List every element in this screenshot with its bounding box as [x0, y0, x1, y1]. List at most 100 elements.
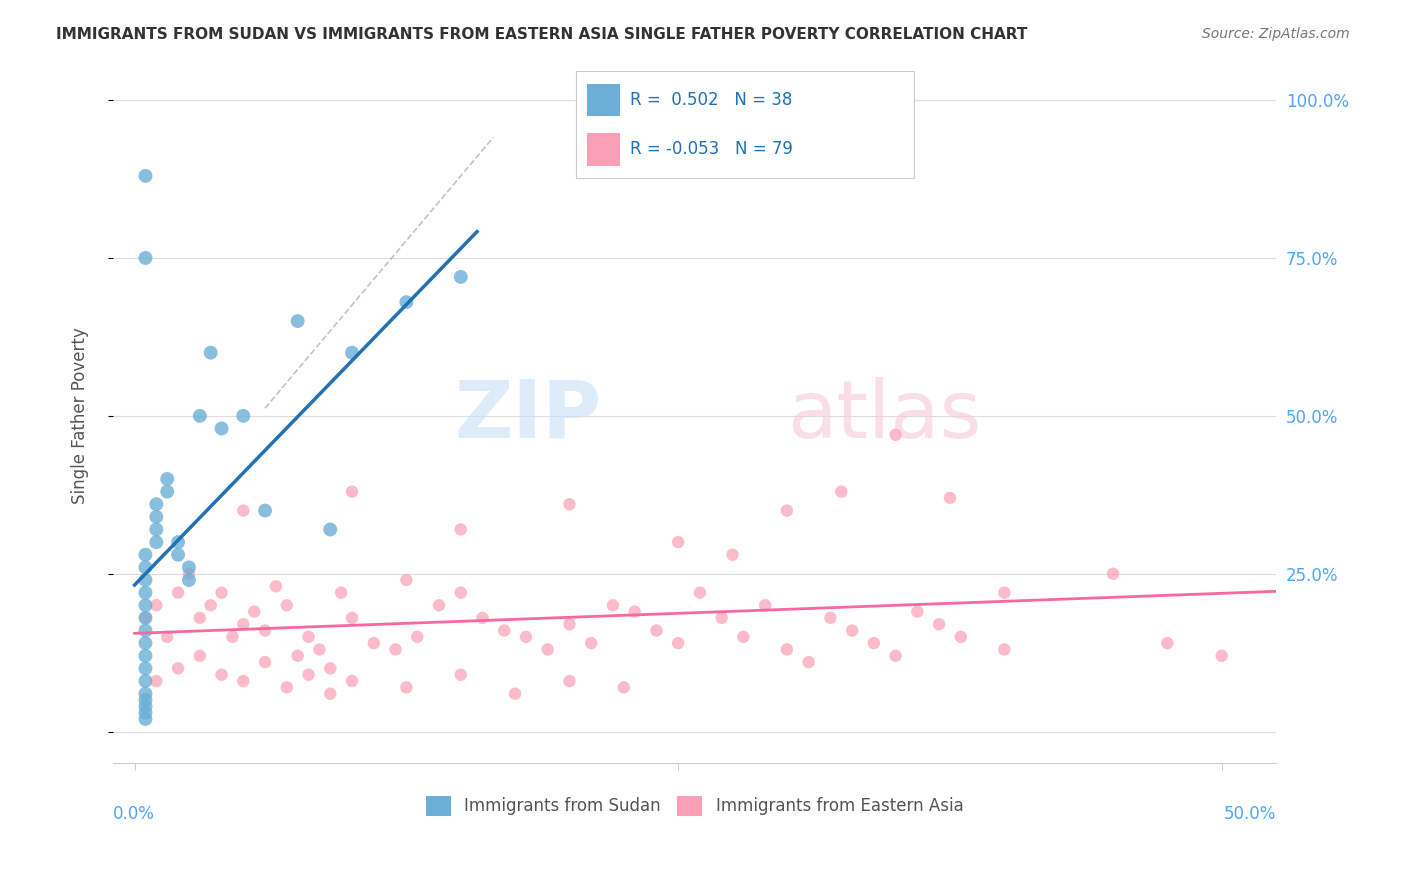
Point — [395, 295, 418, 310]
Point — [863, 636, 886, 650]
Point — [450, 667, 472, 681]
Point — [993, 642, 1015, 657]
Point — [1102, 566, 1125, 581]
Point — [340, 673, 363, 688]
Text: R =  0.502   N = 38: R = 0.502 N = 38 — [630, 91, 793, 109]
Point — [602, 599, 624, 613]
Point — [494, 624, 516, 638]
Point — [689, 585, 711, 599]
Point — [276, 599, 298, 613]
Text: ZIP: ZIP — [454, 376, 602, 455]
Point — [558, 497, 581, 511]
Point — [188, 409, 211, 423]
Point — [884, 427, 907, 442]
Point — [776, 503, 799, 517]
Point — [395, 573, 418, 587]
Point — [134, 706, 156, 720]
Y-axis label: Single Father Poverty: Single Father Poverty — [72, 327, 89, 504]
Point — [1211, 648, 1233, 663]
Point — [340, 611, 363, 625]
Point — [395, 681, 418, 695]
Point — [211, 421, 233, 435]
Point — [733, 630, 755, 644]
Point — [232, 409, 254, 423]
Point — [156, 630, 179, 644]
Point — [134, 687, 156, 701]
Point — [645, 624, 668, 638]
Point — [264, 579, 287, 593]
Point — [177, 573, 200, 587]
Point — [254, 503, 277, 517]
Point — [721, 548, 744, 562]
Point — [200, 345, 222, 359]
Point — [666, 535, 689, 549]
Point — [134, 699, 156, 714]
Point — [1156, 636, 1178, 650]
Point — [450, 523, 472, 537]
Point — [319, 661, 342, 675]
Point — [177, 566, 200, 581]
Point — [340, 484, 363, 499]
Point — [905, 605, 928, 619]
Point — [308, 642, 330, 657]
Point — [145, 523, 167, 537]
Text: atlas: atlas — [787, 376, 981, 455]
Point — [134, 611, 156, 625]
Legend: Immigrants from Sudan, Immigrants from Eastern Asia: Immigrants from Sudan, Immigrants from E… — [418, 788, 972, 824]
Point — [340, 345, 363, 359]
Point — [297, 667, 319, 681]
Point — [134, 169, 156, 183]
Point — [232, 673, 254, 688]
Point — [243, 605, 266, 619]
Point — [254, 624, 277, 638]
Point — [471, 611, 494, 625]
Point — [167, 548, 190, 562]
Point — [928, 617, 950, 632]
Point — [287, 648, 309, 663]
Point — [384, 642, 406, 657]
Point — [623, 605, 645, 619]
Point — [820, 611, 842, 625]
Point — [319, 687, 342, 701]
Point — [276, 681, 298, 695]
Point — [993, 585, 1015, 599]
Point — [134, 251, 156, 265]
Point — [145, 509, 167, 524]
Point — [537, 642, 560, 657]
Point — [232, 617, 254, 632]
Point — [613, 681, 636, 695]
Point — [776, 642, 799, 657]
Point — [188, 648, 211, 663]
Point — [319, 523, 342, 537]
Point — [427, 599, 450, 613]
Point — [134, 585, 156, 599]
Point — [134, 548, 156, 562]
Point — [949, 630, 972, 644]
Point — [666, 636, 689, 650]
Point — [363, 636, 385, 650]
Point — [254, 655, 277, 669]
Point — [145, 497, 167, 511]
Point — [830, 484, 852, 499]
Point — [406, 630, 429, 644]
Point — [156, 484, 179, 499]
Point — [939, 491, 962, 505]
Point — [145, 535, 167, 549]
Bar — [586, 134, 620, 166]
Text: R = -0.053   N = 79: R = -0.053 N = 79 — [630, 141, 793, 159]
Point — [515, 630, 537, 644]
Point — [134, 611, 156, 625]
Point — [177, 560, 200, 574]
Point — [450, 585, 472, 599]
Point — [134, 573, 156, 587]
Point — [841, 624, 863, 638]
Point — [134, 673, 156, 688]
Point — [558, 673, 581, 688]
Point — [188, 611, 211, 625]
Point — [167, 585, 190, 599]
Point — [884, 648, 907, 663]
Point — [134, 661, 156, 675]
Text: 0.0%: 0.0% — [112, 805, 155, 822]
Point — [167, 535, 190, 549]
Point — [797, 655, 820, 669]
